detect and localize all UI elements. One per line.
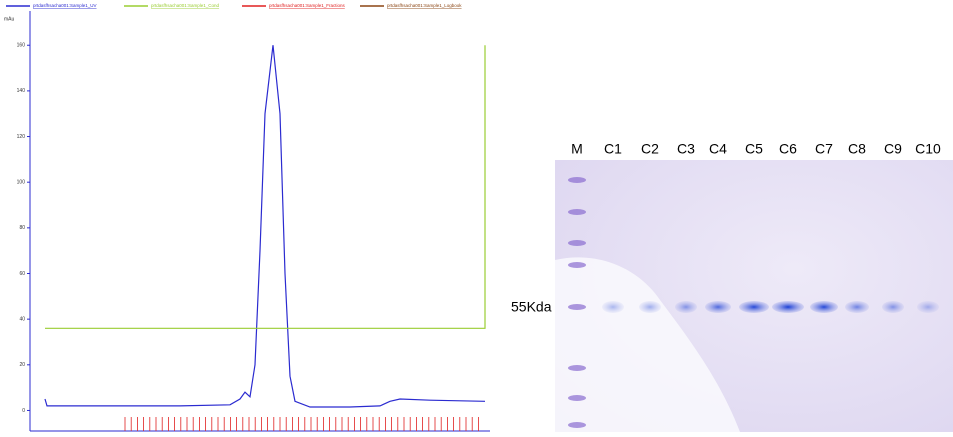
y-tick-label: 120: [17, 134, 26, 140]
legend-label: prtdasfhsacha001:Sample1_UV: [33, 3, 97, 8]
marker-band: [568, 209, 586, 215]
y-tick-label: 100: [17, 180, 26, 186]
y-tick-label: 80: [19, 225, 25, 231]
protein-band: [810, 301, 838, 313]
protein-band: [917, 301, 939, 313]
lane-label: C10: [915, 141, 941, 157]
lane-label: C3: [677, 141, 695, 157]
marker-band: [568, 365, 586, 371]
marker-band: [568, 262, 586, 268]
lane-label: C7: [815, 141, 833, 157]
lane-label: M: [571, 141, 583, 157]
marker-band: [568, 177, 586, 183]
y-tick-label: 20: [19, 362, 25, 368]
lane-label: C1: [604, 141, 622, 157]
legend-label: prtdasfhsacha001:Sample1_Cond: [151, 3, 220, 8]
protein-band: [705, 301, 731, 313]
lane-label: C4: [709, 141, 727, 157]
marker-band: [568, 240, 586, 246]
marker-band: [568, 422, 586, 428]
lane-label: C2: [641, 141, 659, 157]
series-line: [45, 45, 486, 329]
protein-band: [772, 301, 804, 313]
protein-band: [845, 301, 869, 313]
band-size-label: 55Kda: [511, 299, 552, 315]
y-tick-label: 60: [19, 271, 25, 277]
y-tick-label: 40: [19, 316, 25, 322]
lane-label: C9: [884, 141, 902, 157]
protein-band: [739, 301, 769, 313]
legend-label: prtdasfhsacha001:Sample1_Fractions: [269, 3, 346, 8]
protein-band: [602, 301, 624, 313]
lane-label: C8: [848, 141, 866, 157]
protein-band: [882, 301, 904, 313]
gel-torn-area: [555, 257, 740, 432]
y-tick-label: 140: [17, 88, 26, 94]
legend-label: prtdasfhsacha001:Sample1_Logbook: [387, 3, 462, 8]
lane-label: C6: [779, 141, 797, 157]
chromatogram: 0 20 40 60 80 100 120 140 160 prtdasfhsacha001:Sa…: [6, 3, 490, 432]
lane-label: C5: [745, 141, 763, 157]
y-tick-label: 160: [17, 43, 26, 49]
protein-band: [639, 301, 661, 313]
marker-band: [568, 304, 586, 310]
protein-band: [675, 301, 697, 313]
lanes: C1 C2 C3 C4 C5 C6 C7 C8 C9 C10: [568, 141, 941, 428]
series-line: [44, 45, 486, 408]
y-axis-label: mAu: [4, 16, 15, 22]
y-tick-label: 0: [22, 408, 25, 414]
marker-band: [568, 395, 586, 401]
